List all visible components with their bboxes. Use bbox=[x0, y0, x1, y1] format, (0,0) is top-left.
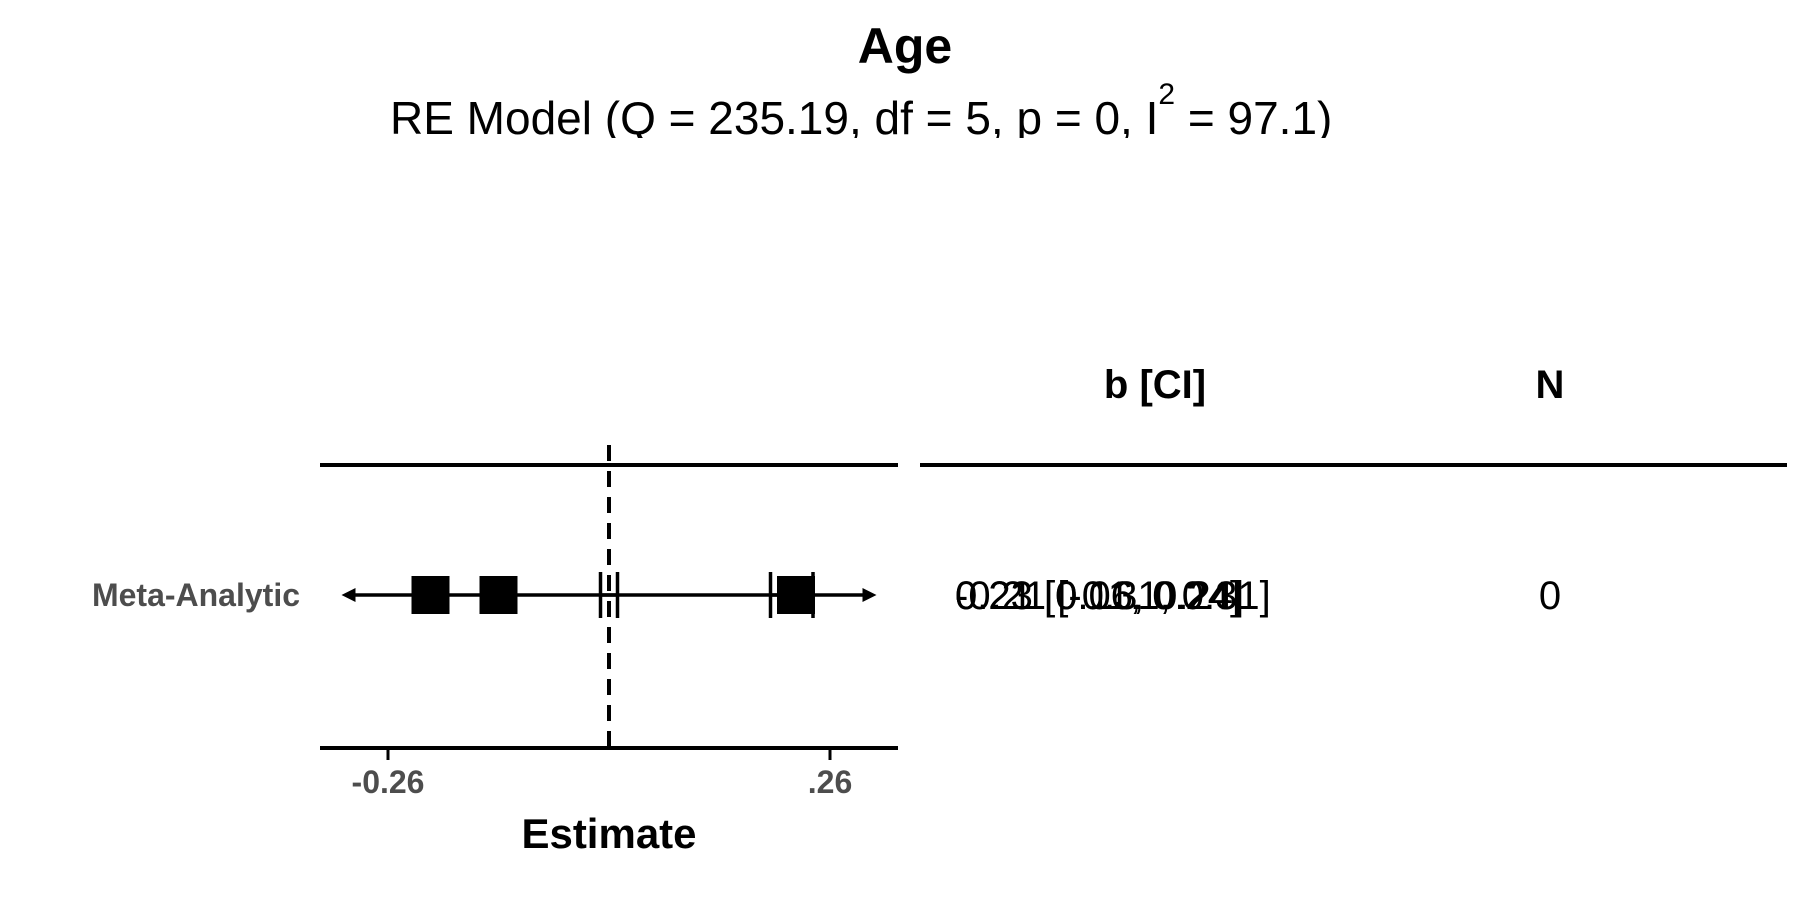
x-tick-label: -0.26 bbox=[352, 764, 425, 800]
x-tick-label: .26 bbox=[808, 764, 852, 800]
ci-arrow-left bbox=[341, 588, 356, 602]
subtitle-prefix: RE Model (Q = 235.19, df = 5, p = 0, I bbox=[390, 92, 1158, 144]
point-estimate-layer bbox=[411, 576, 815, 614]
subtitle-superscript: 2 bbox=[1158, 78, 1175, 111]
n-column-header: N bbox=[1536, 363, 1565, 407]
point-estimate-marker bbox=[479, 576, 518, 614]
estimate-column-header: b [CI] bbox=[1104, 363, 1206, 407]
ci-arrow-right bbox=[862, 588, 877, 602]
subtitle-clip-mask bbox=[380, 138, 1440, 152]
estimate-cell: 0.21 [0.11, 0.24] bbox=[955, 574, 1241, 618]
row-label-meta-analytic: Meta-Analytic bbox=[92, 577, 300, 613]
estimate-cell: 0.23 [0.06, 0.24] bbox=[955, 574, 1244, 618]
point-estimate-marker bbox=[777, 576, 815, 614]
x-tick-layer: -0.26 .26 bbox=[352, 748, 852, 800]
chart-subtitle: RE Model (Q = 235.19, df = 5, p = 0, I2 … bbox=[390, 78, 1332, 144]
x-axis-label: Estimate bbox=[521, 810, 696, 857]
estimate-cell: -0.21 [-0.31, 0.31] bbox=[955, 574, 1271, 618]
point-estimate-marker bbox=[411, 576, 450, 614]
chart-title: Age bbox=[858, 18, 952, 74]
estimate-cell-layer: -0.21 [-0.31, 0.31]0.23 [0.06, 0.24]0.21… bbox=[955, 574, 1271, 618]
subtitle-suffix: = 97.1) bbox=[1175, 92, 1332, 144]
n-cell: 0 bbox=[1539, 574, 1561, 618]
